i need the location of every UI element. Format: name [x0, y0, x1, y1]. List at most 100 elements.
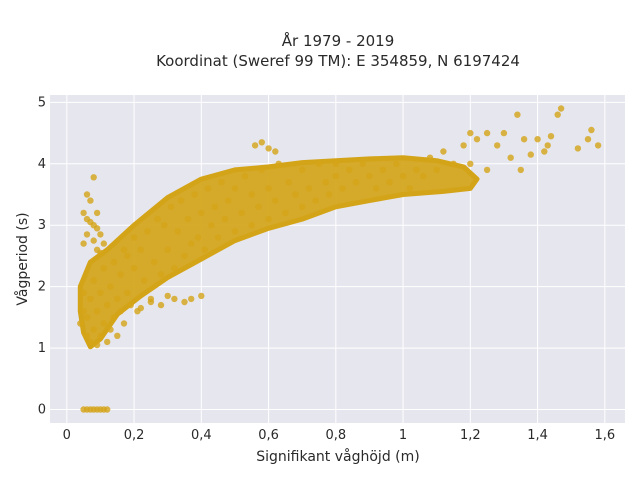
- data-point: [191, 191, 198, 198]
- data-point: [77, 320, 84, 327]
- data-point: [248, 191, 255, 198]
- data-point: [208, 222, 215, 229]
- data-point: [93, 341, 101, 349]
- data-point: [541, 148, 548, 155]
- data-point: [90, 326, 97, 333]
- data-point: [104, 301, 111, 309]
- data-point: [181, 298, 188, 306]
- data-point: [221, 215, 229, 223]
- y-axis-ticks: 0 1 2 3 4 5: [38, 95, 46, 417]
- data-point: [332, 172, 339, 180]
- data-point: [238, 209, 245, 217]
- data-point: [80, 240, 87, 247]
- data-point: [181, 252, 188, 260]
- x-tick-label: 0,4: [191, 428, 212, 443]
- data-point: [141, 277, 148, 284]
- data-point: [80, 289, 87, 296]
- data-point: [299, 203, 306, 210]
- data-point: [255, 203, 262, 210]
- data-point: [147, 298, 155, 306]
- data-point: [406, 185, 413, 192]
- data-point: [93, 246, 101, 253]
- data-point: [413, 166, 420, 174]
- data-point: [90, 277, 97, 284]
- data-point: [90, 237, 97, 244]
- data-point: [467, 160, 474, 167]
- data-point: [231, 185, 239, 192]
- data-point: [359, 160, 366, 167]
- data-point: [107, 283, 114, 290]
- data-point: [473, 136, 481, 143]
- data-point: [346, 166, 353, 174]
- y-tick-label: 2: [38, 280, 46, 295]
- data-point: [332, 160, 339, 167]
- data-point: [104, 406, 111, 413]
- data-point: [90, 174, 97, 181]
- x-tick-label: 1,4: [527, 428, 548, 443]
- data-point: [305, 185, 313, 192]
- data-point: [393, 160, 400, 167]
- data-point: [201, 246, 208, 253]
- data-point: [325, 191, 333, 198]
- data-point: [100, 320, 108, 327]
- chart-title-line2: Koordinat (Sweref 99 TM): E 354859, N 61…: [156, 52, 520, 70]
- data-point: [557, 105, 565, 112]
- data-point: [83, 332, 91, 339]
- data-point: [386, 179, 393, 186]
- x-tick-label: 1,2: [460, 428, 481, 443]
- data-point: [184, 215, 192, 223]
- x-axis-label: Signifikant våghöjd (m): [256, 448, 419, 465]
- data-point: [110, 258, 118, 266]
- data-point: [231, 228, 239, 235]
- data-point: [80, 308, 87, 315]
- data-point: [151, 258, 158, 266]
- data-point: [574, 145, 582, 152]
- data-point: [137, 246, 144, 253]
- data-point: [554, 111, 561, 118]
- y-tick-label: 3: [38, 218, 46, 233]
- data-point: [93, 209, 101, 217]
- y-tick-label: 0: [38, 402, 46, 417]
- data-point: [433, 166, 440, 174]
- data-point: [137, 304, 144, 312]
- data-point: [198, 292, 205, 300]
- data-point: [241, 172, 249, 180]
- data-point: [420, 172, 427, 180]
- y-tick-label: 1: [38, 341, 46, 356]
- data-point: [339, 185, 346, 192]
- x-tick-label: 0: [63, 428, 71, 443]
- data-point: [426, 154, 434, 161]
- data-point: [194, 234, 202, 241]
- data-point: [588, 126, 595, 134]
- data-point: [83, 215, 91, 223]
- data-point: [198, 209, 205, 217]
- data-point: [282, 209, 289, 217]
- data-point: [544, 142, 551, 149]
- y-axis-label: Vågperiod (s): [14, 212, 31, 305]
- data-point: [507, 154, 514, 161]
- data-point: [157, 271, 165, 278]
- data-point: [188, 295, 195, 303]
- data-point: [154, 215, 161, 223]
- data-point: [97, 231, 104, 238]
- data-point: [265, 145, 272, 152]
- data-point: [124, 252, 131, 260]
- data-point: [275, 160, 282, 167]
- data-point: [514, 111, 521, 118]
- data-point: [114, 295, 121, 303]
- data-point: [584, 136, 592, 143]
- data-point: [218, 179, 225, 186]
- x-tick-label: 0,2: [124, 428, 145, 443]
- data-point: [130, 234, 138, 241]
- data-point: [204, 185, 212, 192]
- data-point: [594, 142, 602, 149]
- data-point: [167, 203, 175, 210]
- x-axis-ticks: 0 0,2 0,4 0,6 0,8 1 1,2 1,4 1,6: [63, 428, 615, 443]
- data-point: [272, 148, 279, 155]
- data-point: [272, 197, 279, 204]
- data-point: [440, 148, 447, 155]
- data-point: [114, 332, 121, 339]
- data-point: [87, 338, 94, 346]
- data-point: [352, 179, 360, 186]
